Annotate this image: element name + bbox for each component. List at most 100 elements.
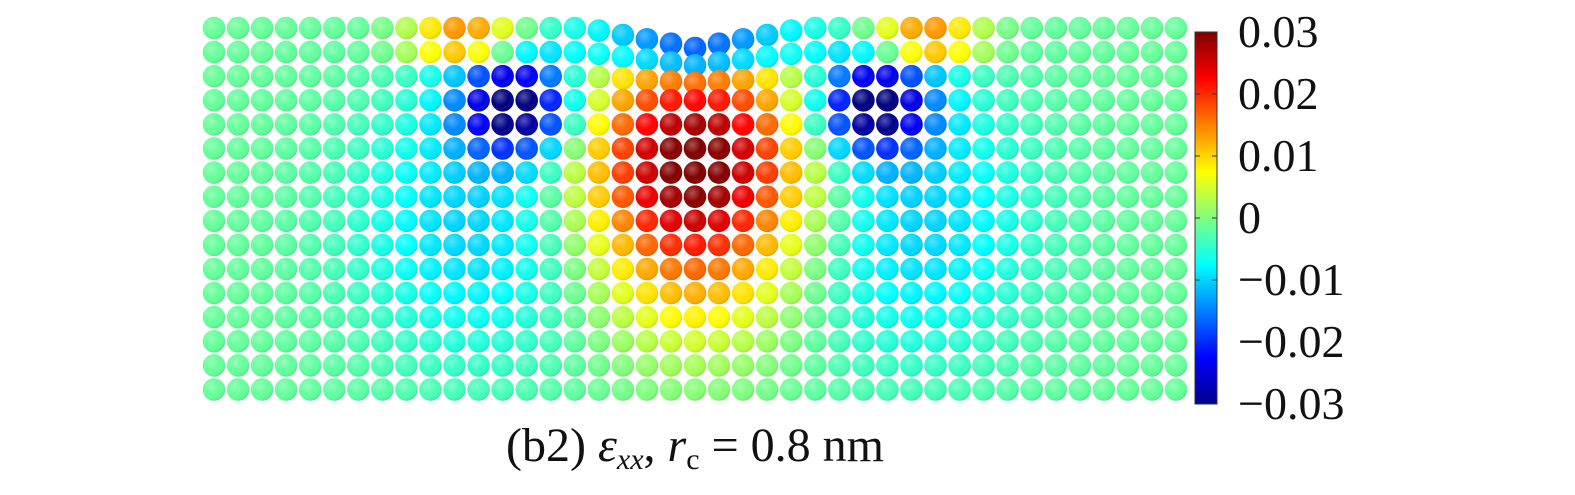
atom-shading [202, 330, 226, 353]
atom-shading [419, 305, 442, 329]
atom-shading [659, 257, 683, 281]
atom-shading [515, 305, 538, 329]
atom-shading [274, 257, 298, 281]
atom-shading [298, 137, 322, 160]
atom-shading [1068, 378, 1092, 401]
atom-shading [395, 233, 418, 257]
atom-shading [635, 354, 659, 377]
atom-shading [828, 330, 851, 353]
atom-shading [635, 185, 659, 208]
atom-shading [395, 137, 418, 160]
atom-shading [443, 161, 466, 184]
atom-shading [1164, 209, 1188, 233]
atom-shading [347, 64, 370, 88]
atom-shading [707, 113, 731, 136]
atom-shading [1140, 378, 1164, 401]
atom-shading [611, 257, 635, 281]
atom-shading [443, 137, 466, 160]
atom-shading [1068, 16, 1092, 40]
atom-shading [298, 113, 322, 136]
atom-shading [443, 64, 466, 88]
atom-shading [996, 40, 1019, 64]
atom-shading [1092, 113, 1116, 136]
atom-shading [707, 305, 731, 329]
atom-shading [828, 161, 851, 184]
atom-shading [467, 354, 490, 377]
atom-shading [707, 257, 731, 281]
atom-shading [635, 161, 659, 184]
atom-shading [515, 89, 538, 112]
atom-shading [395, 113, 418, 136]
atom-shading [563, 354, 587, 377]
atom-shading [250, 113, 274, 136]
atom-shading [1164, 161, 1188, 184]
atom-shading [467, 64, 490, 88]
atom-shading [755, 378, 779, 401]
atom-shading [900, 354, 923, 377]
atom-shading [1164, 113, 1188, 136]
atom-shading [419, 137, 442, 160]
atom-shading [828, 281, 851, 305]
atom-shading [611, 67, 635, 90]
atom-shading [779, 42, 803, 66]
atom-shading [731, 281, 755, 305]
atom-shading [515, 40, 538, 64]
atom-shading [924, 40, 947, 64]
atom-shading [1116, 281, 1140, 305]
atom-shading [1092, 330, 1116, 353]
atom-shading [539, 209, 562, 233]
atom-shading [948, 209, 971, 233]
atom-shading [1044, 40, 1068, 64]
atom-shading [804, 257, 827, 281]
atom-shading [298, 378, 322, 401]
atom-shading [515, 233, 538, 257]
atom-shading [1116, 185, 1140, 208]
atom-shading [683, 330, 707, 353]
atom-shading [900, 64, 923, 88]
atom-shading [371, 354, 394, 377]
atom-shading [226, 16, 250, 40]
atom-shading [395, 40, 418, 64]
atom-shading [250, 64, 274, 88]
atom-shading [779, 19, 803, 42]
atom-shading [371, 89, 394, 112]
atom-shading [371, 209, 394, 233]
atom-shading [347, 113, 370, 136]
atom-shading [611, 233, 635, 257]
atom-shading [371, 378, 394, 401]
atom-shading [828, 89, 851, 112]
atom-shading [731, 330, 755, 353]
atom-shading [539, 354, 562, 377]
atom-shading [1140, 354, 1164, 377]
atom-shading [563, 281, 587, 305]
atom-shading [298, 209, 322, 233]
atom-shading [707, 51, 731, 74]
atom-shading [1164, 354, 1188, 377]
atom-shading [996, 113, 1019, 136]
atom-shading [250, 137, 274, 160]
atom-shading [1020, 40, 1043, 64]
atom-shading [395, 64, 418, 88]
atom-shading [1116, 161, 1140, 184]
atom-shading [948, 64, 971, 88]
atom-shading [683, 305, 707, 329]
atom-shading [491, 354, 514, 377]
atom-shading [539, 281, 562, 305]
atom-shading [731, 28, 755, 51]
atom-shading [202, 305, 226, 329]
atom-shading [587, 209, 611, 233]
atom-shading [323, 185, 346, 208]
atom-shading [563, 233, 587, 257]
atom-shading [828, 137, 851, 160]
atom-shading [659, 89, 683, 112]
atom-shading [948, 89, 971, 112]
atom-shading [731, 233, 755, 257]
atom-shading [1164, 16, 1188, 40]
atom-shading [683, 36, 707, 60]
atom-shading [779, 65, 803, 89]
atom-shading [683, 113, 707, 136]
atom-shading [491, 257, 514, 281]
atom-shading [635, 305, 659, 329]
atom-shading [419, 378, 442, 401]
atom-shading [515, 281, 538, 305]
